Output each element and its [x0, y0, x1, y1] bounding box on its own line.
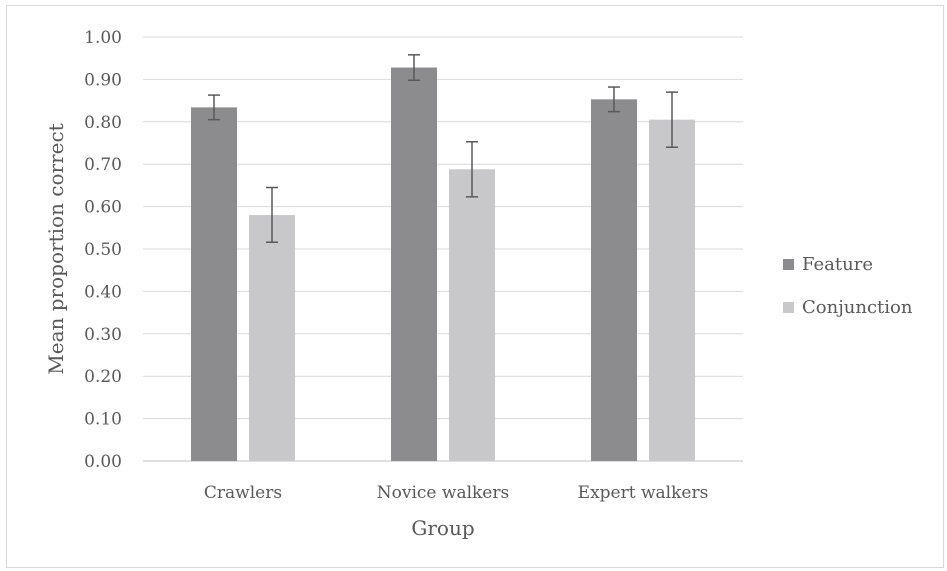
- legend-label: Feature: [802, 254, 873, 275]
- y-tick-label: 0.70: [84, 155, 122, 175]
- y-tick-label: 0.10: [84, 410, 122, 430]
- bar-feature: [591, 99, 637, 461]
- y-tick-label: 0.30: [84, 325, 122, 345]
- x-axis-title: Group: [411, 516, 474, 540]
- y-tick-label: 0.90: [84, 70, 122, 90]
- x-tick-label: Expert walkers: [578, 483, 709, 503]
- y-tick-label: 0.60: [84, 198, 122, 218]
- error-bar: [208, 94, 220, 121]
- y-tick-label: 0.00: [84, 452, 122, 472]
- x-tick-label: Crawlers: [204, 483, 282, 503]
- bar-feature: [191, 107, 237, 461]
- y-tick-label: 0.50: [84, 240, 122, 260]
- legend: Feature Conjunction: [783, 254, 913, 318]
- legend-swatch: [783, 302, 794, 313]
- error-bars: [208, 54, 678, 243]
- legend-label: Conjunction: [802, 297, 913, 318]
- legend-swatch: [783, 259, 794, 270]
- y-tick-label: 0.20: [84, 367, 122, 387]
- y-tick-label: 0.40: [84, 282, 122, 302]
- y-tick-label: 0.80: [84, 113, 122, 133]
- error-bar: [608, 86, 620, 113]
- y-axis-title: Mean proportion correct: [44, 123, 68, 374]
- bars: [191, 67, 695, 462]
- x-tick-label: Novice walkers: [377, 483, 509, 503]
- error-bar: [266, 186, 278, 243]
- legend-item-conjunction: Conjunction: [783, 297, 913, 318]
- legend-item-feature: Feature: [783, 254, 873, 275]
- bar-conjunction: [249, 215, 295, 461]
- error-bar: [666, 91, 678, 148]
- y-tick-labels: 0.00 0.10 0.20 0.30 0.40 0.50 0.60 0.70 0.80 0.90…: [84, 28, 122, 472]
- error-bar: [466, 140, 478, 198]
- x-tick-labels: Crawlers Novice walkers Expert walkers: [204, 483, 708, 503]
- bar-conjunction: [649, 119, 695, 462]
- bar-conjunction: [449, 169, 495, 461]
- gridlines: [143, 36, 743, 462]
- error-bar: [408, 54, 420, 81]
- y-tick-label: 1.00: [84, 28, 122, 48]
- bar-feature: [391, 67, 437, 461]
